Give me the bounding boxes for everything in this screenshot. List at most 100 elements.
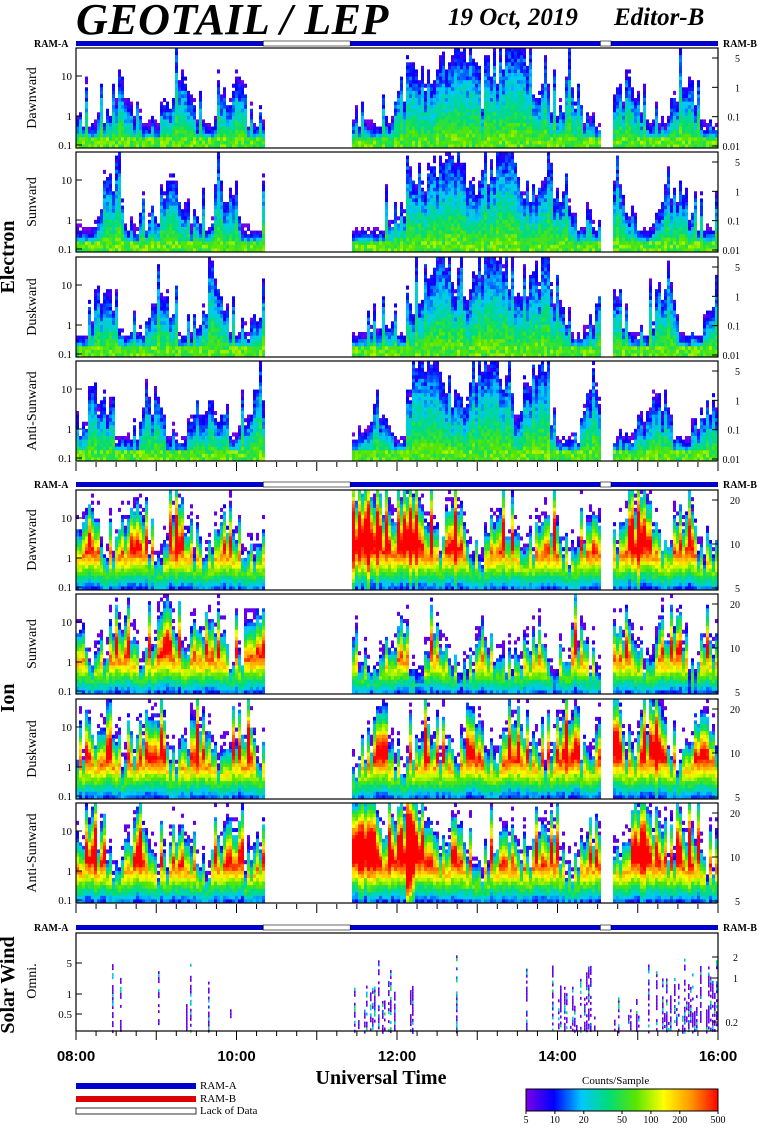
y2-tick-label: 5: [735, 688, 740, 699]
x-tick-label: 08:00: [57, 1048, 95, 1065]
y2-tick-label: 2: [733, 953, 738, 964]
y2-tick-label: 5: [735, 793, 740, 804]
y-tick-label: 10: [61, 513, 73, 525]
panel-label: Anti-Sunward: [25, 371, 40, 450]
y-tick-label: 0.1: [58, 582, 72, 594]
group-label-solar-wind: Solar Wind: [0, 936, 19, 1033]
group-label-ion: Ion: [0, 684, 19, 713]
ram-b-label: RAM-B: [723, 39, 757, 50]
y2-tick-label: 20: [730, 809, 740, 820]
ram-gap-segment: [263, 482, 350, 487]
ram-gap-segment: [600, 925, 611, 930]
y-tick-label: 1: [67, 657, 73, 669]
y2-tick-label: 5: [735, 897, 740, 908]
y2-tick-label: 5: [735, 367, 740, 378]
ram-a-label: RAM-A: [34, 923, 69, 934]
colorbar-tick-label: 20: [579, 1115, 589, 1126]
y-tick-label: 0.1: [58, 686, 72, 698]
group-label-electron: Electron: [0, 221, 19, 294]
y2-tick-label: 10: [730, 540, 740, 551]
y2-tick-label: 5: [735, 158, 740, 169]
colorbar-tick-label: 50: [617, 1115, 627, 1126]
y-tick-label: 0.1: [58, 140, 72, 152]
ram-gap-segment: [600, 41, 611, 46]
panel-label: Anti-Sunward: [25, 813, 40, 892]
y2-tick-label: 5: [735, 584, 740, 595]
y2-tick-label: 0.1: [728, 113, 741, 124]
panel-label: Sunward: [25, 177, 40, 227]
ram-b-label: RAM-B: [723, 480, 757, 491]
y2-tick-label: 0.01: [723, 246, 741, 257]
y-tick-label: 10: [61, 280, 73, 292]
y2-tick-label: 0.01: [723, 455, 741, 466]
y-tick-label: 1: [67, 866, 73, 878]
y2-tick-label: 20: [730, 496, 740, 507]
y-tick-label: 0.5: [58, 1009, 72, 1021]
legend-lack-label: Lack of Data: [200, 1105, 257, 1117]
y2-tick-label: 1: [735, 292, 740, 303]
y-tick-label: 10: [61, 722, 73, 734]
y2-tick-label: 1: [735, 83, 740, 94]
colorbar-title: Counts/Sample: [582, 1075, 649, 1087]
y-tick-label: 1: [67, 424, 73, 436]
y-tick-label: 10: [61, 826, 73, 838]
y2-tick-label: 0.1: [728, 322, 741, 333]
y-tick-label: 1: [67, 320, 73, 332]
y-tick-label: 10: [61, 175, 73, 187]
y2-tick-label: 1: [735, 187, 740, 198]
x-tick-label: 14:00: [538, 1048, 576, 1065]
y-tick-label: 5: [67, 958, 73, 970]
y2-tick-label: 0.2: [726, 1018, 739, 1029]
panel-label: Dawnward: [25, 67, 40, 128]
y-tick-label: 10: [61, 617, 73, 629]
legend-ram-a-label: RAM-A: [200, 1080, 237, 1092]
y-tick-label: 0.1: [58, 453, 72, 465]
colorbar-tick-label: 200: [672, 1115, 687, 1126]
panel-label: Omni.: [25, 963, 40, 998]
panel-label: Duskward: [25, 720, 40, 778]
legend-ram-b-label: RAM-B: [200, 1093, 236, 1105]
y2-tick-label: 10: [730, 644, 740, 655]
spectrogram-figure: RAM-A RAM-B1010.1510.10.01Dawnward1010.15…: [0, 0, 762, 1128]
y2-tick-label: 10: [730, 749, 740, 760]
y2-tick-label: 20: [730, 600, 740, 611]
y2-tick-label: 10: [730, 853, 740, 864]
ram-status-bar: [76, 925, 718, 930]
ram-status-bar: [76, 41, 718, 46]
y2-tick-label: 1: [735, 396, 740, 407]
ram-gap-segment: [263, 41, 350, 46]
legend-ram-b-bar: [76, 1096, 196, 1102]
x-tick-label: 16:00: [699, 1048, 737, 1065]
y-tick-label: 1: [67, 762, 73, 774]
y-tick-label: 1: [67, 111, 73, 123]
panel-label: Duskward: [25, 278, 40, 336]
colorbar-tick-label: 500: [711, 1115, 726, 1126]
y2-tick-label: 5: [735, 54, 740, 65]
y-tick-label: 0.1: [58, 791, 72, 803]
y2-tick-label: 0.01: [723, 142, 741, 153]
y2-tick-label: 20: [730, 705, 740, 716]
ram-gap-segment: [263, 925, 350, 930]
ram-gap-segment: [600, 482, 611, 487]
x-tick-label: 12:00: [378, 1048, 416, 1065]
ram-b-label: RAM-B: [723, 923, 757, 934]
ram-a-label: RAM-A: [34, 480, 69, 491]
y-tick-label: 10: [61, 384, 73, 396]
ram-status-bar: [76, 482, 718, 487]
y-tick-label: 1: [67, 215, 73, 227]
panel-label: Dawnward: [25, 509, 40, 570]
colorbar-tick-label: 100: [643, 1115, 658, 1126]
y-tick-label: 0.1: [58, 349, 72, 361]
colorbar-tick-label: 5: [524, 1115, 529, 1126]
y2-tick-label: 1: [733, 974, 738, 985]
y2-tick-label: 0.1: [728, 426, 741, 437]
ram-a-label: RAM-A: [34, 39, 69, 50]
colorbar-tick-label: 10: [550, 1115, 560, 1126]
panel-label: Sunward: [25, 619, 40, 669]
y-tick-label: 0.1: [58, 895, 72, 907]
y2-tick-label: 0.1: [728, 217, 741, 228]
y-tick-label: 1: [67, 989, 73, 1001]
y2-tick-label: 5: [735, 263, 740, 274]
y-tick-label: 10: [61, 71, 73, 83]
x-tick-label: 10:00: [217, 1048, 255, 1065]
